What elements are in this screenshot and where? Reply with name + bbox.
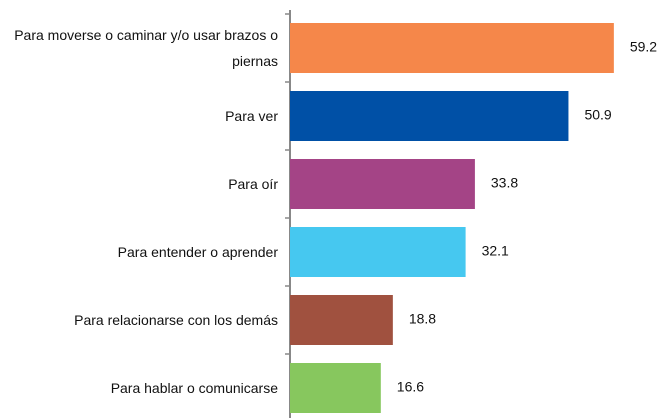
bar (290, 363, 381, 413)
bar (290, 23, 614, 73)
value-label: 50.9 (584, 107, 611, 123)
bar (290, 91, 569, 141)
category-label: Para ver (225, 108, 278, 124)
bar (290, 295, 393, 345)
category-label: Para hablar o comunicarse (110, 380, 278, 396)
value-label: 32.1 (482, 243, 509, 259)
bar (290, 159, 475, 209)
value-label: 59.2 (630, 39, 657, 55)
value-label: 33.8 (491, 175, 518, 191)
value-label: 18.8 (409, 311, 436, 327)
category-label: Para moverse o caminar y/o usar brazos o… (14, 27, 278, 69)
value-label: 16.6 (397, 379, 424, 395)
category-label: Para entender o aprender (117, 244, 278, 260)
bar (290, 227, 466, 277)
category-label: Para relacionarse con los demás (74, 312, 278, 328)
category-label: Para oír (228, 176, 278, 192)
